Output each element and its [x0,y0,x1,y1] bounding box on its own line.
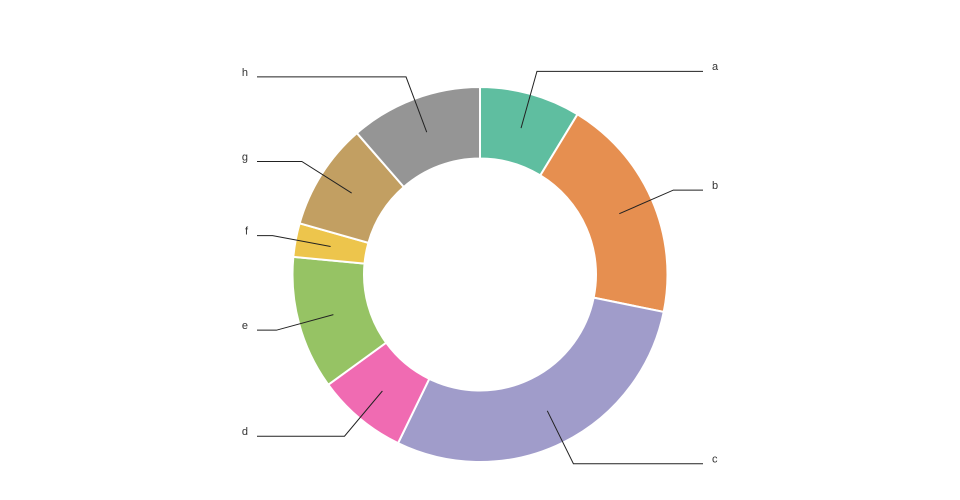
leader-line [619,189,703,215]
slice-label: b [712,180,718,192]
leader-line [257,76,428,133]
slice-label: c [712,454,718,466]
donut-segment [538,112,669,314]
slice-label: d [242,426,248,438]
donut-segment [396,296,665,463]
leader-line [520,70,703,129]
leader-line [257,314,334,331]
slice-label: a [712,61,719,73]
slice-label: e [242,320,248,332]
leader-line [257,235,331,247]
donut-segment [355,85,481,189]
leader-line [257,390,383,437]
slice-label: f [245,226,249,238]
slice-label: g [242,151,248,163]
slice-label: h [242,67,248,79]
leader-line [257,160,352,194]
leader-line [546,410,703,465]
